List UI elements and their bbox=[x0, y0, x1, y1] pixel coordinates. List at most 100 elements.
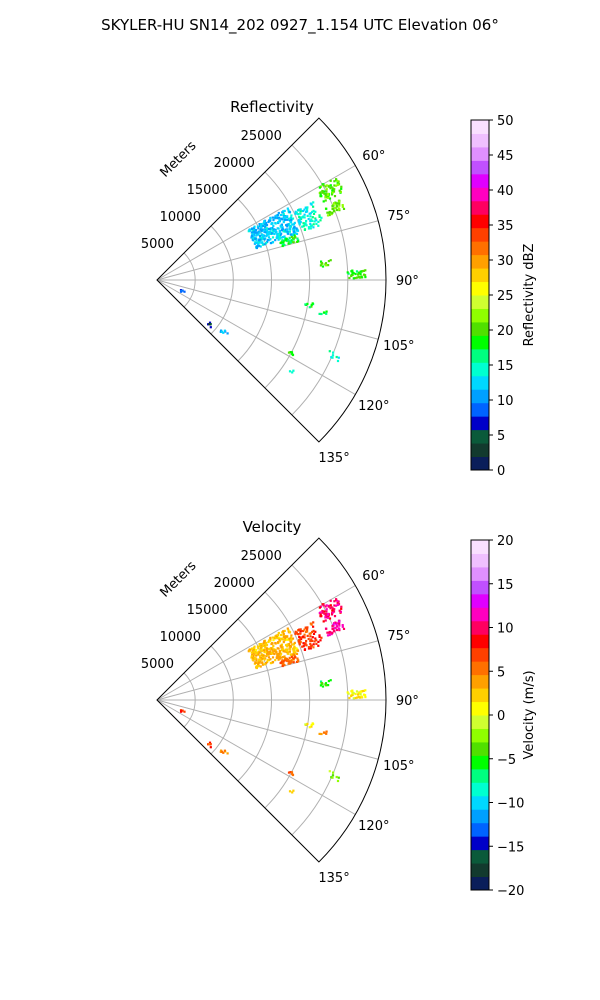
data-point bbox=[338, 620, 341, 623]
data-point bbox=[330, 613, 334, 616]
data-point bbox=[281, 239, 284, 242]
data-point bbox=[325, 610, 328, 613]
data-point bbox=[301, 225, 304, 228]
data-point bbox=[269, 218, 272, 221]
data-point bbox=[291, 371, 294, 374]
data-point bbox=[285, 224, 288, 227]
data-point bbox=[339, 190, 342, 193]
angle-tick-label: 60° bbox=[362, 569, 385, 584]
data-point bbox=[258, 244, 261, 247]
data-point bbox=[271, 636, 274, 639]
data-point bbox=[341, 625, 344, 628]
chart-panel-1: Reflectivity60°75°90°105°120°135°5000100… bbox=[141, 98, 537, 479]
data-point bbox=[354, 692, 357, 696]
data-point bbox=[299, 208, 302, 211]
data-point bbox=[360, 276, 363, 279]
data-point bbox=[268, 652, 271, 655]
data-point bbox=[315, 642, 318, 645]
data-point bbox=[271, 222, 274, 225]
data-point bbox=[284, 237, 287, 240]
data-point bbox=[253, 645, 256, 648]
colorbar-band bbox=[471, 133, 489, 148]
data-point bbox=[318, 634, 321, 637]
data-point bbox=[298, 642, 301, 645]
data-point bbox=[306, 214, 309, 217]
data-point bbox=[296, 649, 300, 652]
data-point bbox=[292, 657, 295, 660]
colorbar: −20 −15 −10 −5 0 5 10 15 20 Velocity (m/s) bbox=[470, 534, 537, 899]
data-point bbox=[272, 639, 275, 642]
data-point bbox=[330, 186, 333, 189]
data-point bbox=[254, 228, 258, 232]
data-point bbox=[263, 642, 267, 645]
data-point bbox=[315, 219, 318, 222]
data-point bbox=[325, 312, 328, 315]
data-point bbox=[302, 209, 305, 213]
data-point bbox=[257, 659, 260, 662]
data-point bbox=[325, 190, 328, 193]
data-point bbox=[335, 184, 338, 187]
data-point bbox=[285, 644, 288, 647]
data-point bbox=[333, 180, 336, 183]
data-point bbox=[278, 638, 281, 641]
data-point bbox=[364, 694, 367, 697]
data-point bbox=[278, 220, 281, 223]
data-point bbox=[315, 639, 318, 642]
data-point bbox=[347, 272, 350, 275]
data-point bbox=[335, 624, 338, 627]
data-point bbox=[334, 621, 337, 624]
colorbar-band bbox=[471, 741, 489, 756]
data-point bbox=[181, 289, 184, 292]
data-point bbox=[271, 642, 274, 645]
data-point bbox=[278, 651, 281, 654]
data-point bbox=[324, 195, 327, 198]
data-point bbox=[286, 659, 289, 663]
data-point bbox=[284, 215, 287, 218]
data-point bbox=[304, 303, 307, 306]
data-point bbox=[275, 651, 278, 654]
data-point bbox=[295, 229, 298, 232]
data-point bbox=[337, 603, 340, 606]
data-point bbox=[325, 613, 328, 616]
data-point bbox=[292, 789, 295, 792]
data-point bbox=[292, 237, 295, 240]
data-point bbox=[278, 231, 281, 234]
data-point bbox=[309, 639, 312, 643]
data-point bbox=[331, 211, 334, 215]
data-point bbox=[337, 183, 340, 186]
data-point bbox=[262, 234, 265, 237]
colorbar-band bbox=[471, 580, 489, 595]
data-point bbox=[287, 652, 290, 655]
data-point bbox=[298, 222, 301, 225]
data-point bbox=[336, 622, 339, 625]
data-point bbox=[292, 653, 295, 656]
data-point bbox=[311, 630, 314, 633]
data-point bbox=[251, 658, 254, 661]
data-point bbox=[264, 662, 267, 665]
grid-spoke bbox=[156, 279, 356, 395]
colorbar-tick-label: 0 bbox=[497, 709, 505, 724]
colorbar-band bbox=[471, 375, 489, 390]
data-point bbox=[322, 731, 326, 734]
data-point bbox=[288, 650, 291, 653]
data-point bbox=[290, 214, 293, 217]
data-point bbox=[337, 356, 340, 359]
angle-tick-label: 60° bbox=[362, 149, 385, 164]
data-point bbox=[317, 224, 320, 227]
data-point bbox=[330, 776, 333, 779]
data-point bbox=[315, 222, 318, 225]
data-point bbox=[331, 631, 334, 635]
colorbar-tick-label: 20 bbox=[497, 324, 514, 339]
data-point bbox=[281, 664, 284, 668]
data-point bbox=[287, 242, 290, 245]
data-point bbox=[310, 644, 313, 647]
data-point bbox=[304, 206, 307, 209]
radial-tick-label: 10000 bbox=[160, 210, 201, 225]
data-point bbox=[312, 621, 315, 624]
data-point bbox=[333, 600, 336, 603]
data-point bbox=[293, 234, 296, 237]
colorbar-band bbox=[471, 389, 489, 404]
data-point bbox=[332, 351, 335, 354]
data-point bbox=[265, 223, 269, 227]
radial-tick-label: 25000 bbox=[241, 549, 282, 564]
